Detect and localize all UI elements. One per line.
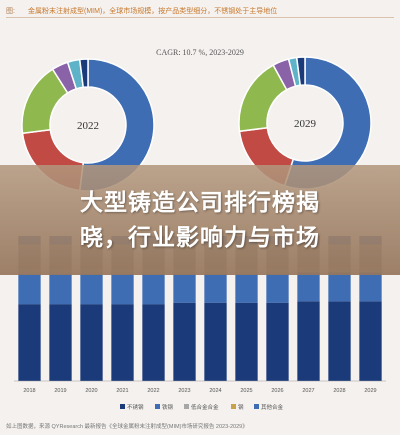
cagr-label: CAGR: 10.7 %, 2023-2029: [156, 48, 244, 57]
x-tick-2023: 2023: [178, 388, 190, 394]
x-tick-2029: 2029: [364, 388, 376, 394]
legend-swatch-2: [184, 404, 189, 409]
figure-label: 图:: [6, 8, 15, 15]
bar-2029-0: [359, 301, 382, 381]
pie-center-label-1: 2029: [294, 118, 317, 130]
x-tick-2028: 2028: [333, 388, 345, 394]
bar-2018-0: [18, 304, 41, 381]
figure-title: 金属粉末注射成型(MIM)，全球市场规模，按产品类型细分，不锈钢处于主导地位: [28, 8, 278, 15]
bar-2023-0: [173, 302, 196, 381]
bar-2023-1: [173, 273, 196, 303]
bar-2028-1: [328, 272, 351, 302]
x-tick-2020: 2020: [85, 388, 97, 394]
report-header: 图: 金属粉末注射成型(MIM)，全球市场规模，按产品类型细分，不锈钢处于主导地…: [0, 0, 400, 20]
x-tick-2024: 2024: [209, 388, 221, 394]
bar-2021-1: [111, 273, 134, 305]
legend-swatch-4: [254, 404, 259, 409]
pie-center-label-0: 2022: [77, 120, 99, 132]
legend-swatch-3: [231, 404, 236, 409]
legend-label-4: 其他合金: [261, 403, 284, 411]
bar-2029-1: [359, 272, 382, 302]
legend-label-2: 低合金合金: [191, 403, 219, 411]
bar-2022-1: [142, 273, 165, 305]
x-tick-2021: 2021: [116, 388, 128, 394]
headline-line-1: 大型铸造公司排行榜揭: [80, 189, 320, 215]
bar-2021-0: [111, 304, 134, 381]
headline-overlay: 大型铸造公司排行榜揭 晓，行业影响力与市场: [0, 165, 400, 275]
x-tick-2022: 2022: [147, 388, 159, 394]
headline-line-2: 晓，行业影响力与市场: [80, 224, 320, 250]
header-divider: [6, 17, 394, 18]
bar-2025-0: [235, 302, 258, 381]
x-tick-2027: 2027: [302, 388, 314, 394]
bar-2025-1: [235, 273, 258, 303]
x-tick-2025: 2025: [240, 388, 252, 394]
bar-2020-0: [80, 304, 103, 381]
bar-2026-1: [266, 273, 289, 303]
x-tick-2019: 2019: [54, 388, 66, 394]
bar-2022-0: [142, 304, 165, 381]
bar-2027-0: [297, 301, 320, 381]
legend-label-1: 铁钢: [162, 403, 174, 411]
bar-2024-1: [204, 273, 227, 303]
legend-swatch-1: [155, 404, 160, 409]
bar-2018-1: [18, 273, 41, 305]
source-note: 如上图数据，来源 QYResearch 最新报告《全球金属粉末注射成型(MIM)…: [6, 424, 248, 430]
bar-2019-0: [49, 304, 72, 381]
bar-2019-1: [49, 273, 72, 305]
bar-2024-0: [204, 302, 227, 381]
x-tick-2026: 2026: [271, 388, 283, 394]
bar-2026-0: [266, 302, 289, 381]
bar-2020-1: [80, 273, 103, 305]
legend-swatch-0: [120, 404, 125, 409]
legend-label-0: 不锈钢: [127, 403, 144, 411]
x-tick-2018: 2018: [23, 388, 35, 394]
bar-2028-0: [328, 301, 351, 381]
legend-label-3: 钢: [238, 403, 244, 411]
pie-slice-1-5: [295, 56, 306, 87]
pie-slice-0-5: [78, 58, 89, 89]
bar-2027-1: [297, 272, 320, 302]
